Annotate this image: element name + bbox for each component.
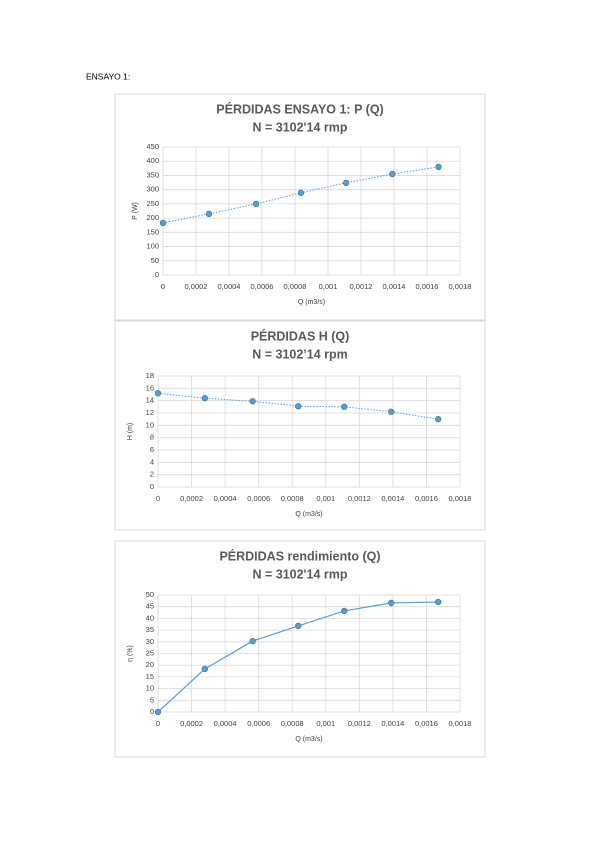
y-tick-label: 35 xyxy=(146,625,154,634)
y-tick-label: 8 xyxy=(150,433,154,442)
y-tick-label: 16 xyxy=(146,383,154,392)
y-tick-label: 0 xyxy=(150,707,154,716)
y-tick-label: 150 xyxy=(146,227,159,236)
y-tick-label: 18 xyxy=(146,371,154,380)
data-point xyxy=(249,637,256,645)
y-tick-label: 25 xyxy=(146,648,154,657)
data-point xyxy=(435,163,442,171)
x-tick-label: 0,0016 xyxy=(416,282,439,291)
data-point xyxy=(389,170,396,178)
data-point xyxy=(388,599,395,607)
y-tick-label: 40 xyxy=(146,613,154,622)
x-tick-label: 0,0014 xyxy=(381,494,404,503)
x-tick-label: 0 xyxy=(161,282,165,291)
x-tick-label: 0,0006 xyxy=(247,494,270,503)
data-point xyxy=(297,189,305,196)
x-tick-label: 0,001 xyxy=(316,719,335,728)
chart-title: PÉRDIDAS H (Q) xyxy=(251,328,350,343)
x-tick-label: 0,0008 xyxy=(281,494,304,503)
y-tick-label: 12 xyxy=(146,408,154,417)
x-tick-label: 0,0014 xyxy=(381,719,404,728)
data-point xyxy=(201,395,208,402)
x-tick-label: 0 xyxy=(156,719,160,728)
y-tick-label: 250 xyxy=(146,199,159,208)
data-point xyxy=(252,200,260,208)
chart-subtitle: N = 3102'14 rmp xyxy=(252,120,347,134)
chart-frame xyxy=(114,540,486,758)
data-point xyxy=(249,398,256,405)
y-tick-label: 50 xyxy=(151,256,159,265)
data-point xyxy=(295,622,302,630)
x-tick-label: 0,0006 xyxy=(251,282,274,291)
chart-subtitle: N = 3102'14 rmp xyxy=(252,567,347,581)
y-tick-label: 0 xyxy=(150,482,154,491)
heading: ENSAYO 1: xyxy=(86,71,130,81)
y-tick-label: 100 xyxy=(146,242,159,251)
x-axis-title: Q (m3/s) xyxy=(298,299,325,306)
x-axis-title: Q (m3/s) xyxy=(295,511,322,518)
y-tick-label: 20 xyxy=(146,660,154,669)
data-point xyxy=(435,598,442,606)
y-tick-label: 2 xyxy=(150,470,154,479)
data-point xyxy=(201,665,208,673)
data-point xyxy=(435,416,442,423)
data-point xyxy=(154,390,162,397)
data-point xyxy=(205,210,213,217)
x-tick-label: 0,0008 xyxy=(284,282,307,291)
x-tick-label: 0,0012 xyxy=(348,719,371,728)
data-point xyxy=(154,708,162,716)
y-axis-title: η (%) xyxy=(127,645,134,662)
x-tick-label: 0,0018 xyxy=(449,494,472,503)
x-tick-label: 0,0004 xyxy=(214,494,237,503)
data-point xyxy=(341,607,348,615)
y-tick-label: 450 xyxy=(146,142,159,151)
x-tick-label: 0,0004 xyxy=(218,282,241,291)
x-tick-label: 0,0002 xyxy=(180,494,203,503)
y-tick-label: 15 xyxy=(146,672,154,681)
chart-frame xyxy=(114,93,486,321)
chart-title: PÉRDIDAS rendimiento (Q) xyxy=(219,548,380,563)
y-tick-label: 50 xyxy=(146,590,154,599)
x-tick-label: 0,0012 xyxy=(350,282,373,291)
x-tick-label: 0,0006 xyxy=(247,719,270,728)
y-tick-label: 350 xyxy=(146,170,159,179)
y-tick-label: 10 xyxy=(146,684,154,693)
data-point xyxy=(159,219,167,227)
x-tick-label: 0,0018 xyxy=(449,719,472,728)
y-tick-label: 300 xyxy=(146,185,159,194)
data-point xyxy=(388,408,395,415)
y-tick-label: 30 xyxy=(146,637,154,646)
y-tick-label: 6 xyxy=(150,445,154,454)
data-point xyxy=(341,403,348,410)
x-tick-label: 0,0012 xyxy=(348,494,371,503)
y-axis-title: P (W) xyxy=(132,202,139,220)
y-tick-label: 5 xyxy=(150,695,154,704)
x-tick-label: 0,0002 xyxy=(185,282,208,291)
y-tick-label: 14 xyxy=(146,396,154,405)
chart-subtitle: N = 3102’14 rpm xyxy=(252,347,348,361)
y-tick-label: 10 xyxy=(146,420,154,429)
y-tick-label: 4 xyxy=(150,457,154,466)
x-tick-label: 0,001 xyxy=(319,282,338,291)
y-tick-label: 45 xyxy=(146,602,154,611)
x-tick-label: 0,0014 xyxy=(383,282,406,291)
chart-title: PÉRDIDAS ENSAYO 1: P (Q) xyxy=(216,101,383,116)
y-tick-label: 400 xyxy=(146,156,159,165)
data-point xyxy=(295,403,302,410)
data-point xyxy=(343,179,350,186)
x-tick-label: 0,0016 xyxy=(415,719,438,728)
y-tick-label: 200 xyxy=(146,213,159,222)
x-tick-label: 0,0016 xyxy=(415,494,438,503)
x-axis-title: Q (m3/s) xyxy=(295,736,322,743)
y-axis-title: H (m) xyxy=(127,423,134,441)
x-tick-label: 0,0018 xyxy=(449,282,472,291)
x-tick-label: 0 xyxy=(156,494,160,503)
x-tick-label: 0,001 xyxy=(316,494,335,503)
x-tick-label: 0,0008 xyxy=(281,719,304,728)
x-tick-label: 0,0004 xyxy=(214,719,237,728)
x-tick-label: 0,0002 xyxy=(180,719,203,728)
y-tick-label: 0 xyxy=(155,270,159,279)
